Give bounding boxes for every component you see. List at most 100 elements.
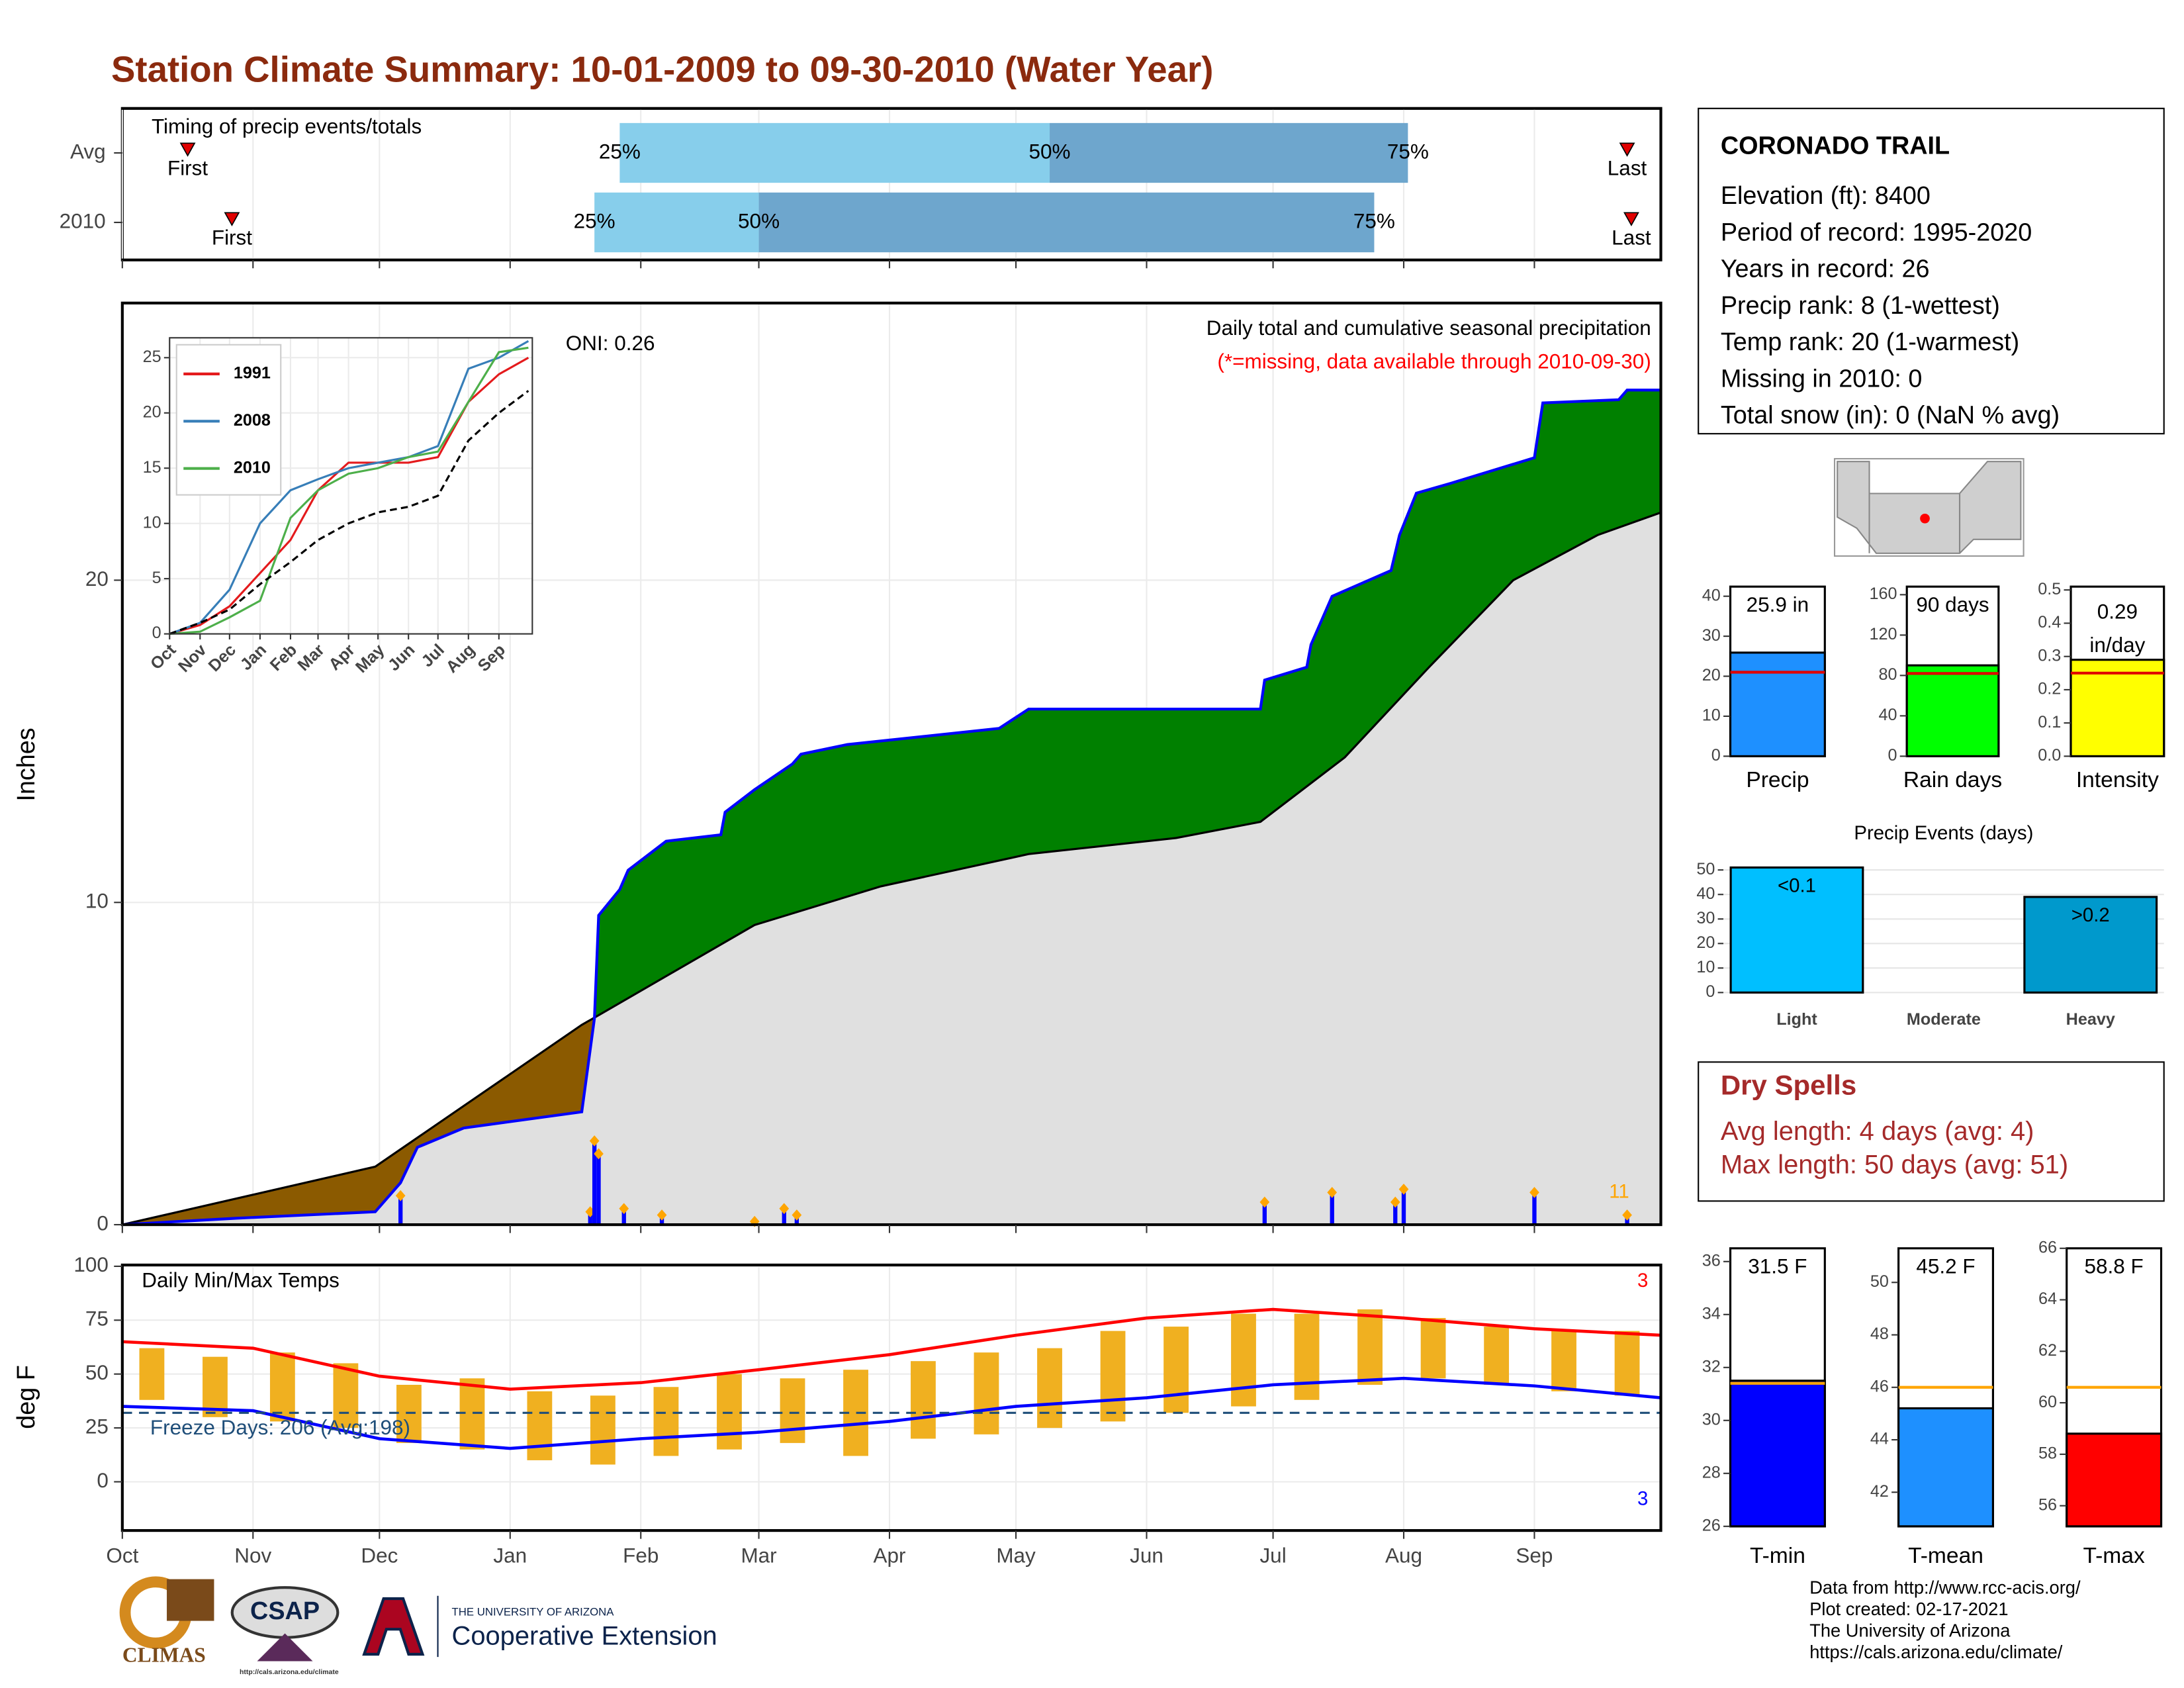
- gauge-label: Rain days: [1903, 768, 2002, 792]
- inset-frame: [169, 337, 533, 635]
- y-tick-label: 25: [143, 348, 161, 366]
- daily-bar: [1532, 1192, 1537, 1225]
- y-tick-label: 36: [1702, 1251, 1721, 1270]
- x-tick-label: Jul: [1259, 1543, 1286, 1567]
- y-tick-label: 50: [1870, 1272, 1889, 1291]
- temp-range-bar: [459, 1378, 485, 1450]
- y-tick-label: 0: [1711, 746, 1721, 765]
- y-tick-label: 0: [97, 1211, 109, 1235]
- y-axis-label: deg F: [13, 1365, 40, 1429]
- oni-label: ONI: 0.26: [566, 331, 655, 355]
- logo-text: Cooperative Extension: [452, 1621, 717, 1650]
- y-tick-label: 66: [2038, 1238, 2057, 1256]
- temp-range-bar: [203, 1356, 228, 1417]
- credit-line: Plot created: 02-17-2021: [1809, 1599, 2008, 1619]
- value-label: 0.29: [2097, 599, 2138, 623]
- y-tick-label: 0.1: [2038, 713, 2061, 731]
- location-map: [1833, 457, 2025, 557]
- y-tick-label: 10: [1696, 958, 1715, 976]
- y-tick-label: 30: [1702, 1410, 1721, 1429]
- daily-bar: [1330, 1192, 1334, 1225]
- y-tick-label: 50: [1696, 860, 1715, 878]
- station-dot: [1920, 513, 1930, 524]
- station-info: Precip rank: 8 (1-wettest): [1721, 292, 2000, 320]
- y-tick-label: 0.2: [2038, 680, 2061, 698]
- daily-bar: [592, 1141, 597, 1225]
- temp-line: [122, 1307, 1661, 1391]
- quartile-label: 25%: [574, 209, 615, 232]
- y-tick-label: 0: [1706, 982, 1715, 1001]
- credit-line: Data from http://www.rcc-acis.org/: [1809, 1577, 2081, 1597]
- gauge-bar: [1729, 1380, 1826, 1528]
- timing-marker: [1623, 212, 1639, 226]
- value-label: 58.8 F: [2084, 1254, 2143, 1278]
- y-tick-label: 56: [2038, 1495, 2057, 1514]
- temp-range-bar: [1551, 1331, 1576, 1391]
- record-count: 11: [1609, 1181, 1629, 1203]
- timing-label: First: [167, 156, 208, 180]
- credit-line: The University of Arizona: [1809, 1620, 2011, 1641]
- station-info: Years in record: 26: [1721, 256, 1930, 283]
- station-info: Period of record: 1995-2020: [1721, 218, 2032, 246]
- y-tick-label: 42: [1870, 1482, 1889, 1501]
- gauge-bar: [1905, 664, 2000, 757]
- x-tick-label: Aug: [1385, 1543, 1422, 1567]
- station-info: Elevation (ft): 8400: [1721, 182, 1931, 210]
- timing-marker: [179, 142, 196, 157]
- x-tick-label: Heavy: [2066, 1010, 2115, 1029]
- temp-range-bar: [1357, 1309, 1383, 1385]
- y-tick-label: 160: [1869, 585, 1897, 603]
- chart-subtitle: (*=missing, data available through 2010-…: [1217, 349, 1651, 373]
- daily-bar: [621, 1208, 626, 1225]
- page-title: Station Climate Summary: 10-01-2009 to 0…: [111, 50, 1213, 90]
- plot-frame: [120, 301, 1662, 1227]
- daily-marker: [589, 1135, 600, 1147]
- temp-range-bar: [590, 1395, 615, 1465]
- temp-range-bar: [333, 1363, 359, 1429]
- bar: [2023, 896, 2158, 994]
- station-info: Temp rank: 20 (1-warmest): [1721, 328, 2019, 356]
- y-tick-label: Avg: [70, 139, 106, 163]
- x-tick-label: Feb: [623, 1543, 659, 1567]
- logo-text: CSAP: [250, 1597, 320, 1625]
- daily-marker: [792, 1209, 802, 1221]
- temp-range-bar: [717, 1374, 742, 1450]
- y-tick-label: 30: [1702, 626, 1721, 645]
- logos: [119, 1576, 439, 1662]
- y-tick-label: 20: [1696, 933, 1715, 952]
- daily-marker: [1390, 1196, 1400, 1208]
- gauge-bar: [1729, 651, 1826, 757]
- x-tick-label: Jun: [1130, 1543, 1163, 1567]
- average-line: [122, 511, 1662, 1226]
- value-label: 45.2 F: [1916, 1254, 1975, 1278]
- station-name: CORONADO TRAIL: [1721, 132, 1950, 160]
- temp-range-bar: [974, 1352, 999, 1434]
- y-tick-label: 34: [1702, 1304, 1721, 1323]
- daily-bar: [398, 1196, 403, 1225]
- gauge-label: T-mean: [1908, 1544, 1983, 1568]
- timing-marker: [1619, 142, 1635, 157]
- quartile-label: 75%: [1353, 209, 1395, 232]
- plot-frame: [120, 1263, 1662, 1532]
- csap-mountain: [257, 1633, 313, 1662]
- panel-title: Daily Min/Max Temps: [142, 1268, 340, 1291]
- temp-range-bar: [139, 1348, 165, 1400]
- y-tick-label: 0: [152, 624, 161, 642]
- y-tick-label: 0.4: [2038, 613, 2061, 632]
- y-tick-label: 2010: [60, 209, 106, 232]
- y-tick-label: 20: [143, 402, 161, 421]
- y-tick-label: 75: [85, 1307, 109, 1331]
- logo-text: http://cals.arizona.edu/climate: [240, 1669, 339, 1676]
- x-tick-label: May: [996, 1543, 1036, 1567]
- dry-spell-box: [1698, 1061, 2165, 1202]
- credit-line: https://cals.arizona.edu/climate/: [1809, 1642, 2063, 1662]
- y-axis-label: Inches: [13, 727, 40, 801]
- quartile-bar: [1050, 122, 1408, 183]
- station-info: Missing in 2010: 0: [1721, 365, 1923, 393]
- timing-label: First: [212, 226, 252, 250]
- quartile-label: 75%: [1387, 139, 1429, 163]
- quartile-bar: [619, 122, 1050, 183]
- temp-line: [122, 1376, 1661, 1450]
- y-tick-label: 10: [1702, 706, 1721, 725]
